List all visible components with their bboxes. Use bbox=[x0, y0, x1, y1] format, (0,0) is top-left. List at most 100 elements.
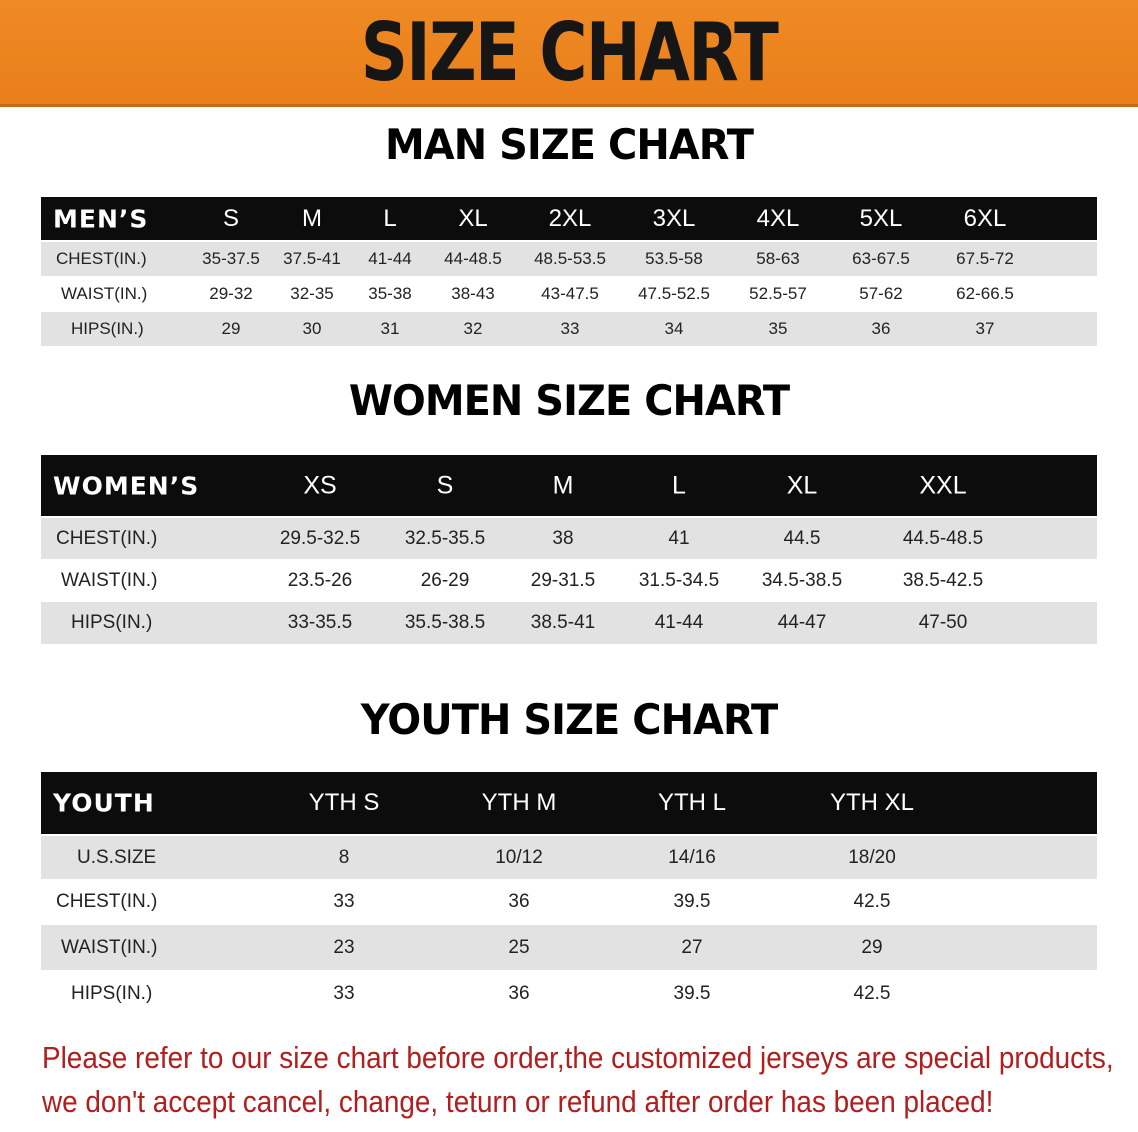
row-label: U.S.SIZE bbox=[77, 846, 157, 868]
table-cell: 33 bbox=[333, 891, 355, 912]
table-cell: 29-32 bbox=[209, 284, 253, 303]
size-header: YTH S bbox=[308, 789, 380, 816]
table-cell: 48.5-53.5 bbox=[534, 249, 606, 268]
table-cell: 29 bbox=[861, 936, 883, 958]
table-cell: 23.5-26 bbox=[287, 569, 353, 591]
table-cell: 44.5-48.5 bbox=[902, 527, 984, 549]
row-label: HIPS(IN.) bbox=[71, 983, 153, 1004]
size-header: XXL bbox=[919, 471, 967, 499]
table-row: WAIST(IN.) 23 25 27 29 bbox=[41, 925, 1097, 970]
table-cell: 23 bbox=[333, 936, 355, 958]
size-header: 3XL bbox=[652, 204, 696, 232]
table-cell: 57-62 bbox=[859, 284, 903, 303]
size-header: YTH M bbox=[481, 789, 557, 816]
size-header: M bbox=[552, 471, 574, 499]
table-cell: 32.5-35.5 bbox=[404, 527, 486, 549]
size-header: S bbox=[222, 204, 240, 232]
table-row: CHEST(IN.) 29.5-32.5 32.5-35.5 38 41 44.5 44.5… bbox=[41, 518, 1097, 559]
table-cell: 29 bbox=[221, 319, 241, 338]
row-label: WAIST(IN.) bbox=[61, 569, 158, 591]
header-label: MEN’S bbox=[53, 204, 149, 233]
table-cell: 26-29 bbox=[420, 569, 470, 591]
table-cell: 62-66.5 bbox=[956, 284, 1014, 303]
notice-line-2: we don't accept cancel, change, teturn o… bbox=[42, 1084, 994, 1119]
table-header-row: YOUTH YTH S YTH M YTH L YTH XL bbox=[41, 772, 1097, 834]
youth-section-title: YOUTH SIZE CHART bbox=[360, 695, 778, 744]
table-cell: 67.5-72 bbox=[956, 249, 1014, 268]
header-label: YOUTH bbox=[53, 788, 155, 818]
table-cell: 8 bbox=[338, 846, 350, 868]
table-cell: 36 bbox=[508, 983, 530, 1004]
table-row: CHEST(IN.) 33 36 39.5 42.5 bbox=[41, 880, 1097, 924]
table-cell: 33 bbox=[560, 319, 580, 338]
table-row: WAIST(IN.) 23.5-26 26-29 29-31.5 31.5-34.5 34… bbox=[41, 560, 1097, 601]
table-cell: 63-67.5 bbox=[852, 249, 910, 268]
table-cell: 34.5-38.5 bbox=[761, 569, 843, 591]
row-label: WAIST(IN.) bbox=[61, 284, 148, 303]
table-cell: 38.5-42.5 bbox=[902, 569, 984, 591]
header-label: WOMEN’S bbox=[53, 471, 200, 500]
table-cell: 31 bbox=[380, 319, 400, 338]
table-row: HIPS(IN.) 33 36 39.5 42.5 bbox=[41, 972, 1097, 1016]
table-cell: 41-44 bbox=[368, 249, 412, 268]
size-header: 2XL bbox=[548, 204, 592, 232]
row-label: CHEST(IN.) bbox=[56, 891, 158, 912]
table-cell: 32 bbox=[463, 319, 483, 338]
table-cell: 53.5-58 bbox=[645, 249, 703, 268]
table-cell: 31.5-34.5 bbox=[638, 569, 720, 591]
row-label: WAIST(IN.) bbox=[61, 936, 158, 958]
table-cell: 10/12 bbox=[495, 846, 543, 868]
table-cell: 42.5 bbox=[853, 983, 891, 1004]
table-header-row: MEN’S S M L XL 2XL 3XL 4XL 5XL 6XL bbox=[41, 197, 1097, 240]
table-cell: 33-35.5 bbox=[287, 612, 353, 633]
table-cell: 38 bbox=[552, 527, 574, 549]
table-cell: 36 bbox=[508, 891, 530, 912]
table-cell: 44-48.5 bbox=[444, 249, 502, 268]
table-cell: 14/16 bbox=[668, 846, 716, 868]
size-header: M bbox=[302, 204, 322, 232]
table-cell: 39.5 bbox=[673, 983, 711, 1004]
table-cell: 29-31.5 bbox=[530, 569, 596, 591]
size-header: L bbox=[672, 471, 686, 499]
table-cell: 41 bbox=[668, 527, 690, 549]
table-cell: 42.5 bbox=[853, 891, 891, 912]
table-cell: 35-38 bbox=[368, 284, 412, 303]
size-header: XL bbox=[458, 204, 488, 232]
size-header: 4XL bbox=[756, 204, 800, 232]
table-cell: 33 bbox=[333, 983, 355, 1004]
table-cell: 32-35 bbox=[290, 284, 334, 303]
table-row: HIPS(IN.) 29 30 31 32 33 34 35 36 37 bbox=[41, 312, 1097, 346]
table-cell: 30 bbox=[302, 319, 322, 338]
size-header: 5XL bbox=[859, 204, 903, 232]
size-header: YTH L bbox=[657, 789, 727, 816]
table-row: CHEST(IN.) 35-37.5 37.5-41 41-44 44-48.5 48.5… bbox=[41, 242, 1097, 276]
table-cell: 35.5-38.5 bbox=[404, 612, 486, 633]
table-cell: 34 bbox=[664, 319, 684, 338]
notice-line-1: Please refer to our size chart before or… bbox=[42, 1040, 1114, 1075]
table-cell: 43-47.5 bbox=[541, 284, 599, 303]
row-label: CHEST(IN.) bbox=[56, 249, 147, 268]
table-cell: 41-44 bbox=[654, 612, 704, 633]
table-cell: 38-43 bbox=[451, 284, 495, 303]
size-header: 6XL bbox=[963, 204, 1007, 232]
table-cell: 36 bbox=[871, 319, 891, 338]
page-title: SIZE CHART bbox=[360, 6, 779, 99]
table-cell: 35 bbox=[768, 319, 788, 338]
row-label: HIPS(IN.) bbox=[71, 612, 153, 633]
order-notice: Please refer to our size chart before or… bbox=[42, 1036, 1122, 1124]
table-cell: 29.5-32.5 bbox=[279, 527, 361, 549]
row-label: HIPS(IN.) bbox=[71, 319, 144, 338]
table-header-row: WOMEN’S XS S M L XL XXL bbox=[41, 455, 1097, 516]
table-cell: 44.5 bbox=[783, 527, 821, 549]
table-cell: 37 bbox=[975, 319, 995, 338]
size-header: S bbox=[436, 471, 454, 499]
table-cell: 47.5-52.5 bbox=[638, 284, 710, 303]
table-row: WAIST(IN.) 29-32 32-35 35-38 38-43 43-47.5 47.… bbox=[41, 277, 1097, 311]
size-header: L bbox=[383, 204, 397, 232]
table-cell: 44-47 bbox=[777, 612, 827, 633]
size-header: XL bbox=[786, 471, 818, 499]
table-cell: 58-63 bbox=[756, 249, 800, 268]
size-chart-banner: SIZE CHART bbox=[0, 0, 1138, 107]
table-row: U.S.SIZE 8 10/12 14/16 18/20 bbox=[41, 836, 1097, 879]
table-row: HIPS(IN.) 33-35.5 35.5-38.5 38.5-41 41-44 44-… bbox=[41, 602, 1097, 644]
